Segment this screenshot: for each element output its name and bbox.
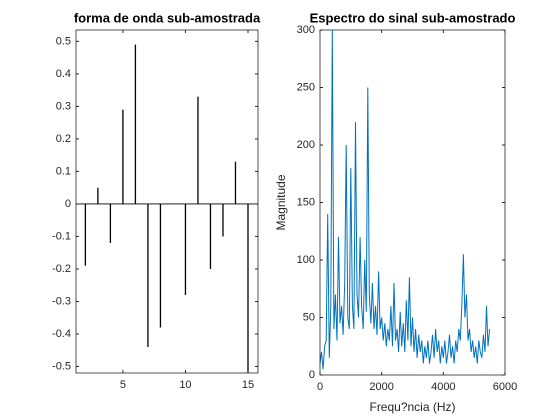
y-tick-label: 0.2 <box>56 133 71 145</box>
axes-title: forma de onda sub-amostrada <box>74 10 261 25</box>
y-tick-label: 50 <box>303 311 315 323</box>
y-tick-label: -0.4 <box>52 328 71 340</box>
y-tick-label: 250 <box>297 81 315 93</box>
y-tick-label: 0.1 <box>56 165 71 177</box>
x-tick-label: 5 <box>120 379 126 391</box>
axes-background <box>76 30 258 373</box>
y-tick-label: 0 <box>65 198 71 210</box>
y-tick-label: 0.4 <box>56 68 71 80</box>
y-tick-label: -0.3 <box>52 295 71 307</box>
x-tick-label: 4000 <box>431 381 455 393</box>
y-axis-label: Magnitude <box>274 174 288 230</box>
y-tick-label: -0.5 <box>52 360 71 372</box>
y-tick-label: 150 <box>297 196 315 208</box>
x-tick-label: 10 <box>179 379 191 391</box>
y-tick-label: 200 <box>297 139 315 151</box>
x-tick-label: 0 <box>317 381 323 393</box>
y-tick-label: 0.3 <box>56 100 71 112</box>
x-axis-label: Frequ?ncia (Hz) <box>369 400 455 414</box>
x-tick-label: 6000 <box>493 381 517 393</box>
axes-title: Espectro do sinal sub-amostrado <box>310 10 516 25</box>
x-tick-label: 2000 <box>369 381 393 393</box>
y-tick-label: 100 <box>297 254 315 266</box>
spectrum-line <box>319 29 491 370</box>
y-tick-label: 0.5 <box>56 35 71 47</box>
y-tick-label: 0 <box>309 369 315 381</box>
y-tick-label: -0.1 <box>52 230 71 242</box>
y-tick-label: -0.2 <box>52 263 71 275</box>
x-tick-label: 15 <box>242 379 254 391</box>
y-tick-label: 300 <box>297 24 315 36</box>
axes-box <box>75 29 259 374</box>
